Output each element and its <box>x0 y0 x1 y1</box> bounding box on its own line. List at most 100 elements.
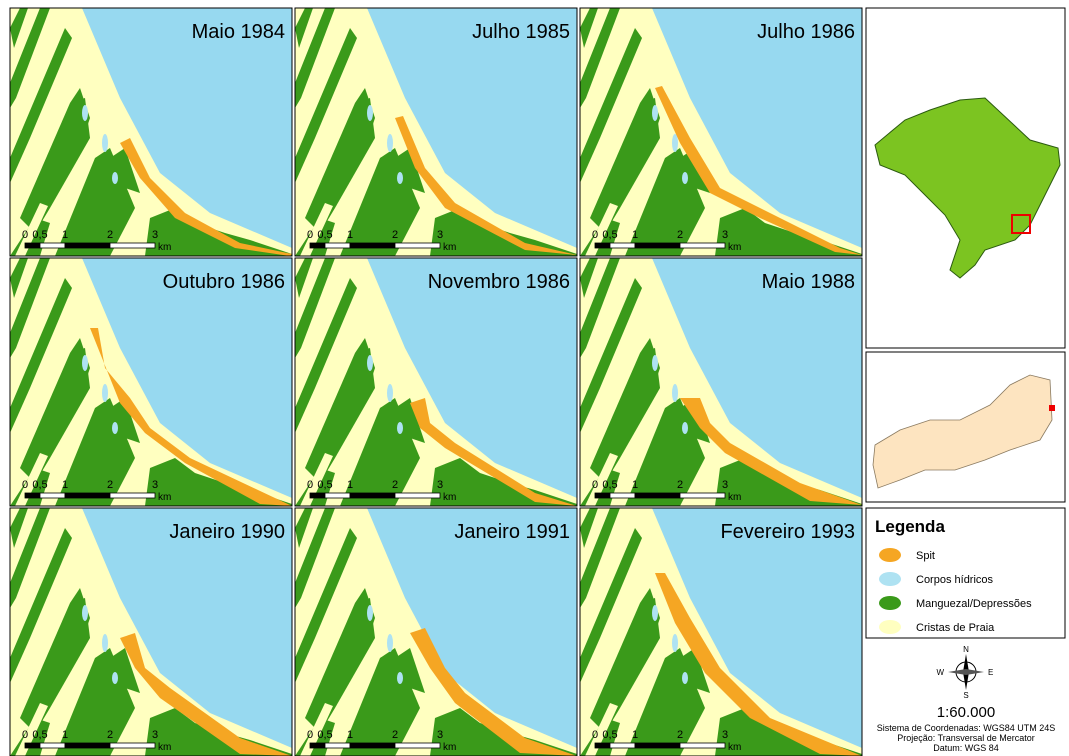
scale-segment <box>635 743 680 748</box>
scale-unit: km <box>158 242 171 253</box>
scale-label: 1 <box>62 229 68 241</box>
map-panel: Maio 198800,5123km <box>580 258 862 506</box>
scale-segment <box>595 743 610 748</box>
scale-segment <box>635 243 680 248</box>
scale-segment <box>310 493 325 498</box>
scale-label: 0 <box>592 229 598 241</box>
map-body <box>295 258 577 506</box>
map-land <box>580 8 862 256</box>
scale-label: 0 <box>22 479 28 491</box>
map-panel: Julho 198500,5123km <box>295 8 577 256</box>
scale-segment <box>25 493 40 498</box>
scale-segment <box>595 493 610 498</box>
legend-label: Manguezal/Depressões <box>916 598 1032 610</box>
scale-label: 1 <box>347 229 353 241</box>
scale-label: 0,5 <box>317 229 332 241</box>
scale-segment <box>40 493 65 498</box>
scale-label: 0,5 <box>32 729 47 741</box>
map-land <box>295 508 577 756</box>
scale-label: 0 <box>307 479 313 491</box>
scale-label: 2 <box>392 229 398 241</box>
panel-title: Novembro 1986 <box>428 271 570 293</box>
scale-segment <box>635 493 680 498</box>
locator-dot <box>1049 405 1055 411</box>
figure: Legenda SpitCorpos hídricosManguezal/Dep… <box>0 0 1069 756</box>
legend-swatch <box>879 596 901 610</box>
scale-label: 0 <box>22 229 28 241</box>
scale-label: 2 <box>107 229 113 241</box>
scale-label: 0,5 <box>602 479 617 491</box>
map-body <box>580 258 862 506</box>
projection-line: Datum: WGS 84 <box>933 743 999 753</box>
panel-title: Fevereiro 1993 <box>720 521 855 543</box>
compass-s: S <box>963 691 968 700</box>
map-land <box>295 8 577 256</box>
scale-label: 3 <box>437 479 443 491</box>
scale-label: 2 <box>392 479 398 491</box>
legend-swatch <box>879 572 901 586</box>
projection-info: Sistema de Coordenadas: WGS84 UTM 24SPro… <box>877 723 1056 753</box>
scale-label: 0,5 <box>602 229 617 241</box>
scale-label: 0,5 <box>317 729 332 741</box>
scale-segment <box>25 243 40 248</box>
scale-unit: km <box>158 492 171 503</box>
scale-segment <box>350 493 395 498</box>
map-panel: Novembro 1986 0 0,5 1 2 3km <box>295 258 577 506</box>
legend-label: Spit <box>916 550 935 562</box>
scale-label: 3 <box>152 729 158 741</box>
map-body <box>10 508 292 756</box>
legend-label: Cristas de Praia <box>916 622 995 634</box>
scale-label: 1 <box>62 729 68 741</box>
panel-title: Maio 1984 <box>192 21 285 43</box>
scale-segment <box>65 243 110 248</box>
scale-label: 1 <box>632 729 638 741</box>
scale-segment <box>395 743 440 748</box>
compass-e: E <box>988 668 993 677</box>
projection-line: Sistema de Coordenadas: WGS84 UTM 24S <box>877 723 1056 733</box>
scale-unit: km <box>158 742 171 753</box>
scale-label: 0,5 <box>602 729 617 741</box>
scale-label: 1 <box>632 479 638 491</box>
scale-segment <box>110 493 155 498</box>
legend-title: Legenda <box>875 517 945 536</box>
scale-segment <box>680 493 725 498</box>
scale-unit: km <box>443 742 456 753</box>
scale-label: 3 <box>722 479 728 491</box>
map-body <box>10 8 292 256</box>
scale-segment <box>595 243 610 248</box>
scale-label: 1 <box>347 479 353 491</box>
panel-title: Julho 1985 <box>472 21 570 43</box>
map-panel: Outubro 198600,5123km <box>10 258 292 506</box>
scale-label: 1 <box>632 229 638 241</box>
scale-segment <box>325 743 350 748</box>
panel-title: Outubro 1986 <box>163 271 285 293</box>
scale-label: 0 <box>307 229 313 241</box>
scale-label: 0 <box>22 729 28 741</box>
scale-label: 0,5 <box>317 479 332 491</box>
scale-label: 2 <box>677 479 683 491</box>
scale-label: 2 <box>107 479 113 491</box>
scale-label: 0,5 <box>32 479 47 491</box>
scale-segment <box>395 243 440 248</box>
scale-label: 1 <box>62 479 68 491</box>
scale-label: 0 <box>592 479 598 491</box>
map-land <box>10 258 292 506</box>
map-body <box>295 508 577 756</box>
scale-label: 3 <box>437 729 443 741</box>
scale-segment <box>65 493 110 498</box>
scale-label: 1 <box>347 729 353 741</box>
map-land <box>10 8 292 256</box>
scale-unit: km <box>443 492 456 503</box>
scale-text: 1:60.000 <box>937 704 995 721</box>
scale-segment <box>350 743 395 748</box>
scale-unit: km <box>728 742 741 753</box>
scale-segment <box>395 493 440 498</box>
panel-title: Julho 1986 <box>757 21 855 43</box>
scale-label: 2 <box>677 729 683 741</box>
scale-segment <box>40 243 65 248</box>
scale-segment <box>25 743 40 748</box>
scale-segment <box>610 743 635 748</box>
panel-title: Janeiro 1990 <box>169 521 285 543</box>
